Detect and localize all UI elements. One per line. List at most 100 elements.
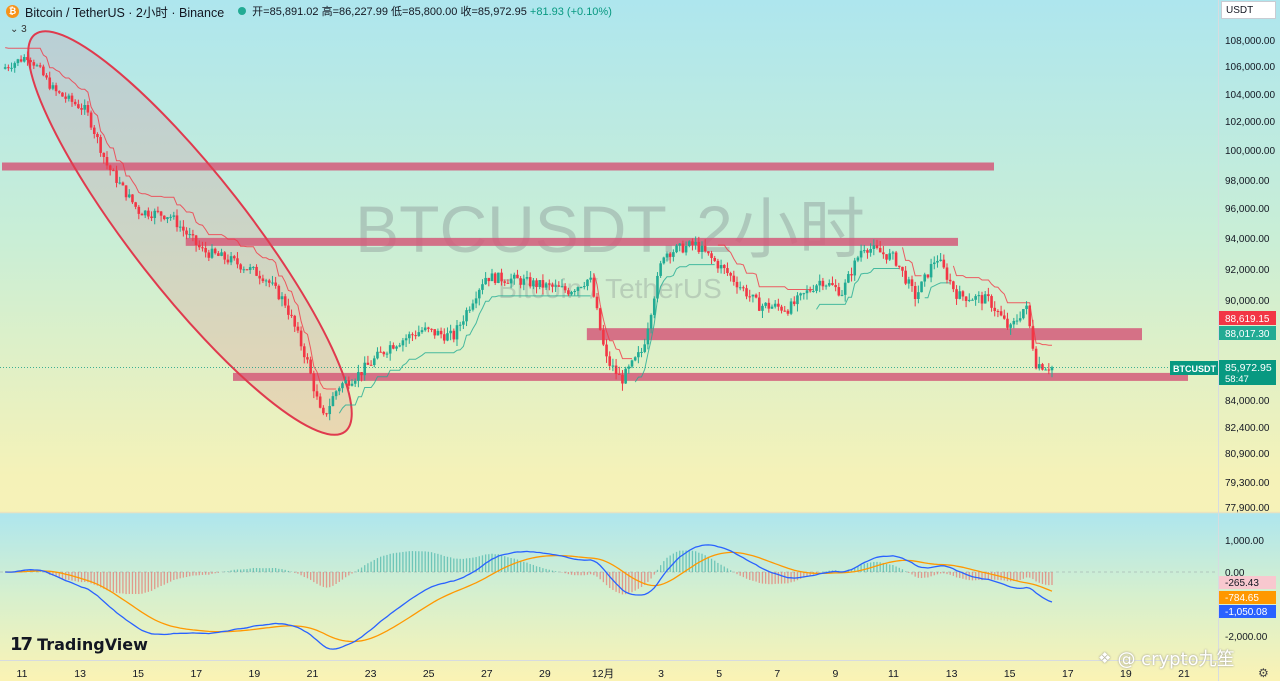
x-tick-label: 15 [1004, 668, 1016, 680]
candle-body [672, 252, 675, 257]
candle-body [64, 96, 67, 99]
candle-body [589, 277, 592, 280]
candle-body [815, 285, 818, 291]
trailing-stop-line [717, 244, 814, 290]
candle-body [1050, 367, 1054, 371]
candle-body [525, 277, 529, 279]
candle-body [150, 216, 153, 219]
candle-body [920, 281, 923, 293]
y-tick-label: 100,000.00 [1225, 146, 1275, 157]
candle-body [732, 275, 736, 282]
candle-body [681, 243, 685, 253]
indicators-toggle[interactable]: ⌄ 3 [10, 24, 27, 35]
candle-body [102, 152, 106, 157]
candle-body [105, 156, 109, 166]
settings-icon[interactable]: ⚙ [1258, 666, 1269, 680]
x-tick-label: 9 [832, 668, 838, 680]
candle-body [1012, 320, 1016, 325]
candle-body [115, 170, 118, 183]
candle-body [302, 346, 306, 358]
candle-body [385, 353, 389, 355]
candle-body [878, 247, 882, 253]
candle-body [458, 324, 462, 326]
candle-body [70, 95, 74, 102]
chart-header: ₿ Bitcoin / TetherUS · 2小时 · Binance 开=8… [6, 2, 612, 20]
candle-body [573, 290, 577, 292]
candle-body [713, 257, 717, 261]
candle-body [392, 345, 395, 349]
candle-body [792, 301, 796, 305]
candle-body [322, 407, 325, 414]
candle-body [420, 330, 424, 333]
x-tick-label: 13 [74, 668, 86, 680]
candles [3, 51, 1054, 421]
candle-body [831, 283, 834, 286]
candle-body [1025, 305, 1028, 310]
candle-body [497, 272, 500, 283]
candle-body [248, 267, 252, 270]
candle-body [353, 380, 357, 384]
bitcoin-icon: ₿ [6, 4, 19, 18]
candle-body [411, 334, 414, 336]
currency-button[interactable]: USDT [1221, 1, 1276, 19]
candle-body [646, 328, 650, 345]
candle-body [821, 280, 825, 287]
candle-body [633, 357, 637, 361]
trailing-stop-line [634, 264, 715, 383]
candle-body [694, 241, 697, 245]
candle-body [1044, 369, 1047, 371]
candle-body [325, 413, 328, 415]
candle-body [617, 374, 621, 376]
candle-body [67, 95, 71, 99]
macd-tag-label: -1,050.08 [1225, 607, 1268, 618]
candle-body [455, 325, 459, 340]
candle-body [77, 104, 80, 109]
candle-body [309, 359, 312, 374]
candle-body [442, 334, 446, 341]
candle-body [331, 396, 335, 407]
candle-body [799, 293, 802, 296]
candle-body [528, 277, 532, 287]
lower-tag [1219, 326, 1276, 340]
candle-body [1031, 326, 1035, 349]
candle-body [134, 202, 137, 207]
signal-tag-label: -784.65 [1225, 593, 1259, 604]
candle-body [780, 306, 783, 311]
candle-body [73, 101, 77, 105]
candle-body [996, 311, 1000, 313]
y-tick-label: 80,900.00 [1225, 449, 1270, 460]
candle-body [1018, 318, 1022, 321]
candle-body [662, 257, 666, 264]
candle-body [722, 265, 726, 269]
macd-tick-label: -2,000.00 [1225, 632, 1268, 643]
candle-body [882, 252, 885, 255]
trailing-stop-line [5, 47, 337, 390]
candle-body [26, 57, 29, 61]
candle-body [3, 67, 7, 69]
tradingview-logo[interactable]: 17 TradingView [10, 634, 148, 655]
candle-body [252, 266, 255, 268]
candle-body [703, 245, 707, 252]
candle-body [92, 127, 96, 134]
trailing-stop-line [902, 247, 922, 277]
candle-body [789, 301, 793, 314]
candle-body [773, 303, 777, 307]
trailing-stop-line [924, 282, 951, 299]
candle-body [481, 284, 484, 290]
candle-body [16, 59, 20, 64]
y-tick-label: 92,000.00 [1225, 265, 1270, 276]
y-tick-label: 79,300.00 [1225, 478, 1270, 489]
candle-body [1022, 309, 1025, 319]
candle-body [611, 365, 615, 367]
diamond-logo-icon: ❖ [1098, 649, 1112, 667]
candle-body [967, 299, 971, 301]
candle-body [277, 285, 281, 300]
candle-body [532, 280, 535, 287]
candle-body [48, 77, 52, 89]
symbol-title[interactable]: Bitcoin / TetherUS · 2小时 · Binance [25, 5, 225, 20]
candle-body [127, 194, 131, 198]
credit-text: @ crypto九笙 [1117, 649, 1235, 670]
candle-body [907, 279, 911, 284]
candle-body [369, 364, 373, 366]
